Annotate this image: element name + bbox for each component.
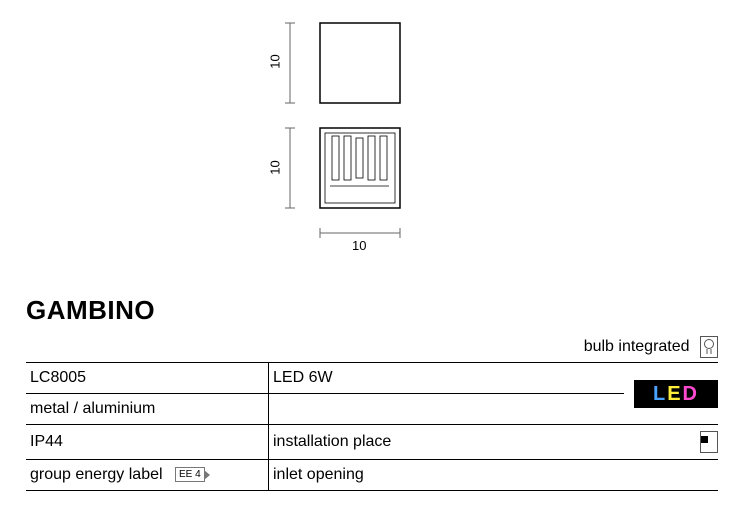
cell-inlet-opening: inlet opening <box>269 460 625 491</box>
spec-section: GAMBINO bulb integrated LC8005 LED 6W LE… <box>26 295 718 491</box>
install-place-icon <box>700 431 718 453</box>
dim-top-height: 10 <box>268 54 283 68</box>
cell-material: metal / aluminium <box>26 394 269 425</box>
bulb-icon <box>700 336 718 358</box>
cell-empty-icon <box>624 460 718 491</box>
spec-table: LC8005 LED 6W LED metal / aluminium IP44… <box>26 362 718 491</box>
dim-width: 10 <box>352 238 366 253</box>
cell-wattage: LED 6W <box>269 363 625 394</box>
bulb-integrated-label: bulb integrated <box>584 338 690 355</box>
table-row: LC8005 LED 6W LED <box>26 363 718 394</box>
bulb-integrated-row: bulb integrated <box>26 336 718 358</box>
cell-install-place: installation place <box>269 425 625 460</box>
table-row: metal / aluminium <box>26 394 718 425</box>
energy-label-text: group energy label <box>30 466 163 483</box>
table-row: IP44 installation place <box>26 425 718 460</box>
cell-model: LC8005 <box>26 363 269 394</box>
led-logo-icon: LED <box>634 380 718 408</box>
dim-bottom-height: 10 <box>268 160 283 174</box>
cell-led-logo: LED <box>624 363 718 425</box>
product-title: GAMBINO <box>26 295 718 326</box>
cell-ip-rating: IP44 <box>26 425 269 460</box>
cell-empty <box>269 394 625 425</box>
technical-diagram: 10 10 10 <box>270 18 470 283</box>
energy-badge-icon: EE 4 <box>175 467 205 482</box>
cell-energy-label: group energy label EE 4 <box>26 460 269 491</box>
table-row: group energy label EE 4 inlet opening <box>26 460 718 491</box>
cell-install-icon <box>624 425 718 460</box>
